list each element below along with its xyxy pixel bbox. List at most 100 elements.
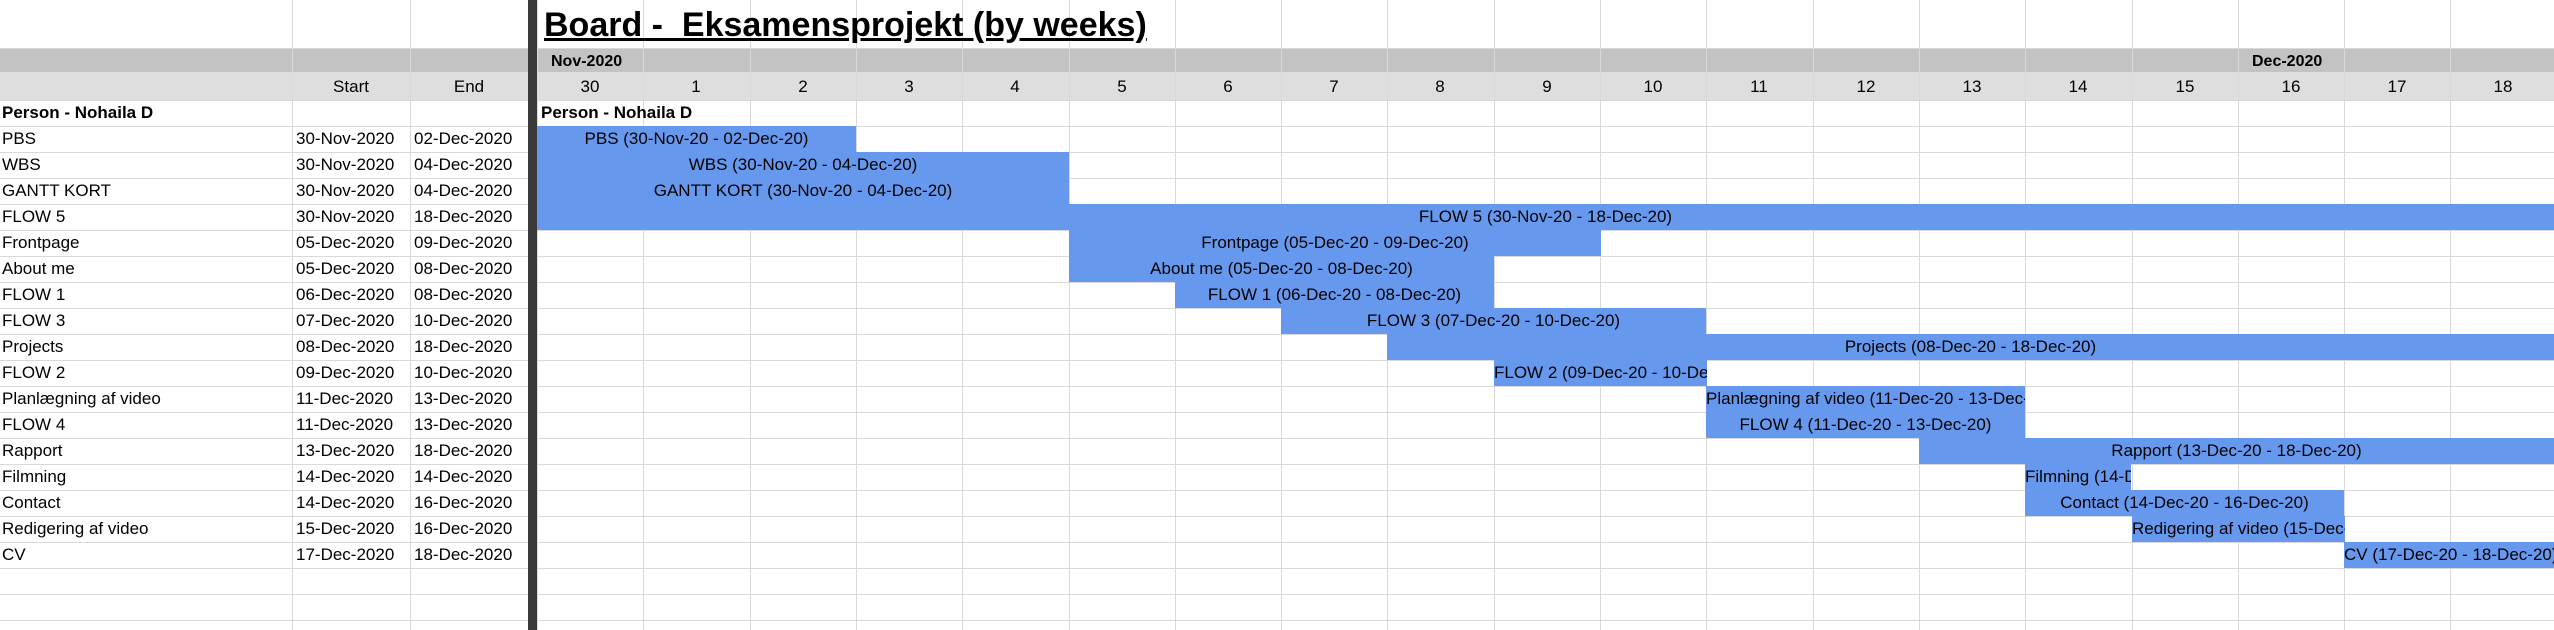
task-start-date[interactable]: 30-Nov-2020 — [296, 181, 395, 200]
row-gridline — [0, 490, 2554, 491]
task-start-date[interactable]: 05-Dec-2020 — [296, 259, 395, 278]
day-label: 10 — [1643, 77, 1663, 96]
task-start-date[interactable]: 14-Dec-2020 — [296, 467, 395, 486]
task-start-date[interactable]: 15-Dec-2020 — [296, 519, 395, 538]
column-gridline — [292, 0, 293, 630]
gantt-bar-label: CV (17-Dec-20 - 18-Dec-20) — [2344, 545, 2554, 564]
gantt-bar[interactable]: FLOW 5 (30-Nov-20 - 18-Dec-20) — [537, 204, 2554, 230]
task-end-date[interactable]: 18-Dec-2020 — [414, 207, 513, 226]
task-end-date[interactable]: 09-Dec-2020 — [414, 233, 513, 252]
gantt-bar[interactable]: Filmning (14-Dec-20 - 14-Dec-20) — [2025, 464, 2131, 490]
gantt-bar-label: FLOW 2 (09-Dec-20 - 10-Dec-20) — [1494, 363, 1707, 382]
task-name[interactable]: Contact — [2, 493, 61, 512]
gantt-bar[interactable]: Projects (08-Dec-20 - 18-Dec-20) — [1387, 334, 2554, 360]
task-end-date[interactable]: 16-Dec-2020 — [414, 519, 513, 538]
task-start-date[interactable]: 14-Dec-2020 — [296, 493, 395, 512]
task-name[interactable]: Planlægning af video — [2, 389, 161, 408]
row-gridline — [0, 542, 2554, 543]
task-start-date[interactable]: 07-Dec-2020 — [296, 311, 395, 330]
task-name[interactable]: GANTT KORT — [2, 181, 111, 200]
day-label: 7 — [1329, 77, 1339, 96]
task-start-date[interactable]: 08-Dec-2020 — [296, 337, 395, 356]
day-label: 2 — [798, 77, 808, 96]
task-end-date[interactable]: 02-Dec-2020 — [414, 129, 513, 148]
month-band — [0, 48, 2554, 72]
gantt-bar[interactable]: GANTT KORT (30-Nov-20 - 04-Dec-20) — [537, 178, 1069, 204]
task-end-date[interactable]: 04-Dec-2020 — [414, 155, 513, 174]
column-gridline — [410, 0, 411, 630]
end-column-header: End — [453, 77, 485, 96]
gantt-bar[interactable]: About me (05-Dec-20 - 08-Dec-20) — [1069, 256, 1494, 282]
task-end-date[interactable]: 10-Dec-2020 — [414, 363, 513, 382]
task-end-date[interactable]: 18-Dec-2020 — [414, 337, 513, 356]
task-end-date[interactable]: 13-Dec-2020 — [414, 415, 513, 434]
task-end-date[interactable]: 08-Dec-2020 — [414, 259, 513, 278]
day-label: 16 — [2281, 77, 2301, 96]
gantt-bar[interactable]: Frontpage (05-Dec-20 - 09-Dec-20) — [1069, 230, 1601, 256]
gantt-bar[interactable]: CV (17-Dec-20 - 18-Dec-20) — [2344, 542, 2554, 568]
task-end-date[interactable]: 14-Dec-2020 — [414, 467, 513, 486]
day-gridline — [750, 0, 751, 630]
gantt-bar[interactable]: WBS (30-Nov-20 - 04-Dec-20) — [537, 152, 1069, 178]
task-name[interactable]: FLOW 3 — [2, 311, 66, 330]
task-start-date[interactable]: 11-Dec-2020 — [296, 415, 394, 434]
row-gridline — [0, 412, 2554, 413]
task-name[interactable]: FLOW 1 — [2, 285, 66, 304]
task-end-date[interactable]: 18-Dec-2020 — [414, 545, 513, 564]
gantt-bar[interactable]: FLOW 2 (09-Dec-20 - 10-Dec-20) — [1494, 360, 1707, 386]
task-name[interactable]: Filmning — [2, 467, 67, 486]
gantt-bar[interactable]: PBS (30-Nov-20 - 02-Dec-20) — [537, 126, 856, 152]
row-gridline — [0, 178, 2554, 179]
gantt-bar-label: Rapport (13-Dec-20 - 18-Dec-20) — [2111, 441, 2362, 460]
gantt-bar[interactable]: FLOW 4 (11-Dec-20 - 13-Dec-20) — [1706, 412, 2025, 438]
gantt-bar[interactable]: Rapport (13-Dec-20 - 18-Dec-20) — [1919, 438, 2554, 464]
task-end-date[interactable]: 13-Dec-2020 — [414, 389, 513, 408]
task-start-date[interactable]: 30-Nov-2020 — [296, 207, 395, 226]
task-start-date[interactable]: 17-Dec-2020 — [296, 545, 395, 564]
task-end-date[interactable]: 18-Dec-2020 — [414, 441, 513, 460]
task-name[interactable]: FLOW 5 — [2, 207, 66, 226]
task-start-date[interactable]: 09-Dec-2020 — [296, 363, 395, 382]
task-name[interactable]: Rapport — [2, 441, 63, 460]
task-name[interactable]: FLOW 4 — [2, 415, 66, 434]
task-name[interactable]: Redigering af video — [2, 519, 149, 538]
task-start-date[interactable]: 30-Nov-2020 — [296, 155, 395, 174]
task-end-date[interactable]: 08-Dec-2020 — [414, 285, 513, 304]
task-start-date[interactable]: 05-Dec-2020 — [296, 233, 395, 252]
task-name[interactable]: CV — [2, 545, 26, 564]
task-name[interactable]: Frontpage — [2, 233, 80, 252]
task-end-date[interactable]: 04-Dec-2020 — [414, 181, 513, 200]
task-name[interactable]: Projects — [2, 337, 64, 356]
task-name[interactable]: About me — [2, 259, 75, 278]
gantt-bar[interactable]: Planlægning af video (11-Dec-20 - 13-Dec… — [1706, 386, 2025, 412]
person-label: Person - Nohaila D — [2, 103, 154, 122]
day-label: 1 — [691, 77, 701, 96]
gantt-bar-label: Planlægning af video (11-Dec-20 - 13-Dec… — [1706, 389, 2025, 408]
gantt-bar-label: FLOW 5 (30-Nov-20 - 18-Dec-20) — [1418, 207, 1673, 226]
gantt-bar-label: FLOW 4 (11-Dec-20 - 13-Dec-20) — [1739, 415, 1992, 434]
task-start-date[interactable]: 13-Dec-2020 — [296, 441, 395, 460]
task-name[interactable]: WBS — [2, 155, 41, 174]
task-end-date[interactable]: 10-Dec-2020 — [414, 311, 513, 330]
day-gridline — [643, 0, 644, 630]
gantt-bar[interactable]: FLOW 1 (06-Dec-20 - 08-Dec-20) — [1175, 282, 1494, 308]
gantt-bar[interactable]: Redigering af video (15-Dec-20 - 16-Dec-… — [2132, 516, 2345, 542]
task-start-date[interactable]: 30-Nov-2020 — [296, 129, 395, 148]
person-label-timeline: Person - Nohaila D — [541, 103, 693, 122]
day-gridline — [1813, 0, 1814, 630]
task-start-date[interactable]: 11-Dec-2020 — [296, 389, 394, 408]
start-column-header: Start — [333, 77, 369, 96]
day-label: 30 — [580, 77, 600, 96]
task-name[interactable]: PBS — [2, 129, 37, 148]
task-end-date[interactable]: 16-Dec-2020 — [414, 493, 513, 512]
row-gridline — [0, 100, 2554, 101]
row-gridline — [0, 334, 2554, 335]
task-name[interactable]: FLOW 2 — [2, 363, 66, 382]
gantt-bar-label: Contact (14-Dec-20 - 16-Dec-20) — [2060, 493, 2309, 512]
task-start-date[interactable]: 06-Dec-2020 — [296, 285, 395, 304]
gantt-bar[interactable]: Contact (14-Dec-20 - 16-Dec-20) — [2025, 490, 2344, 516]
gantt-bar[interactable]: FLOW 3 (07-Dec-20 - 10-Dec-20) — [1281, 308, 1706, 334]
day-label: 12 — [1856, 77, 1876, 96]
row-gridline — [0, 568, 2554, 569]
day-label: 15 — [2175, 77, 2195, 96]
